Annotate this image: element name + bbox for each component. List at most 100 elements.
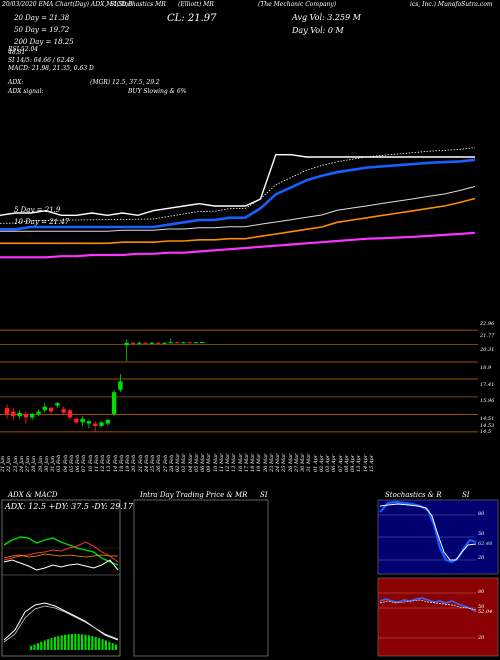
date-tick: 31 Mar — [306, 453, 313, 472]
date-tick: 04 Mar — [187, 453, 194, 472]
stoch-tick: 50 — [478, 531, 485, 537]
date-tick: 13 Feb — [106, 454, 113, 472]
date-tick: 03 Mar — [181, 453, 188, 472]
macd-line — [3, 602, 119, 641]
ema10-line — [0, 147, 476, 224]
candle-body — [80, 418, 85, 423]
rsi-label: RSI 52.04 — [8, 46, 39, 53]
candle-body — [137, 342, 142, 344]
avg-vol-label: Avg Vol: 3.259 M — [292, 13, 361, 22]
close48-label: 48.81 — [8, 49, 26, 56]
rsi-tick: 20 — [478, 635, 485, 641]
candle-body — [111, 392, 117, 414]
macd-hist-bar — [47, 639, 50, 650]
macd-hist-bar — [30, 646, 33, 650]
candle-body — [99, 422, 104, 426]
date-tick: 24 Jan — [18, 455, 25, 472]
band-line — [0, 186, 476, 232]
stoch-tick: 20 — [478, 555, 485, 561]
date-tick: 14 Feb — [112, 454, 119, 472]
rsi-tick: 80 — [478, 589, 485, 595]
macd-hist-bar — [50, 638, 53, 650]
macd-hist-bar — [36, 643, 39, 650]
adx-plus-di-line — [3, 536, 119, 566]
candle-body — [124, 342, 129, 346]
candle-body — [200, 342, 205, 344]
date-tick: 27 Feb — [162, 454, 169, 472]
adx-panel-frame — [1, 499, 121, 657]
date-tick: 01 Apr — [312, 454, 319, 472]
candle-body — [11, 411, 16, 417]
date-tick: 02 Apr — [318, 454, 325, 472]
macd-hist-bar — [67, 634, 70, 650]
close-label: CL: 21.97 — [167, 13, 217, 24]
header-symbol: (Elliott) MR — [178, 1, 214, 8]
ema50-label: 50 Day = 19.72 — [14, 26, 70, 34]
date-tick: 10 Feb — [87, 454, 94, 472]
macd-hist-bar — [115, 644, 118, 650]
date-tick: 11 Mar — [218, 453, 225, 472]
adx-panel-values: ADX: 12.5 +DY: 37.5 -DY: 29.17 — [5, 502, 134, 511]
stoch-panel-si: SI — [462, 491, 470, 499]
ema-line-2 — [0, 197, 476, 245]
macd-hist-bar — [77, 634, 80, 650]
date-tick: 19 Mar — [256, 453, 263, 472]
date-tick: 07 Apr — [337, 454, 344, 472]
candle-body — [93, 423, 98, 426]
intra-panel-frame — [133, 499, 269, 657]
price-tick: 15.96 — [480, 398, 495, 404]
candle-body — [168, 342, 173, 344]
date-tick: 04 Feb — [62, 454, 69, 472]
adx-minus-di-line — [3, 541, 119, 563]
candle-body — [55, 403, 60, 406]
date-tick: 28 Jan — [31, 455, 38, 472]
adx-label: ADX: — [8, 79, 24, 86]
date-tick: 05 Feb — [68, 454, 75, 472]
header-top-left: 20/03/2020 EMA Chart(Day) ADX,MACD,B — [2, 1, 133, 8]
date-tick: 09 Mar — [206, 453, 213, 472]
ema5-label: 5 Day = 21.9 — [14, 206, 61, 214]
candle-body — [193, 342, 199, 344]
date-tick: 03 Feb — [56, 454, 63, 472]
header-top-mid: SI,Stochastics MR — [110, 1, 166, 8]
candle-body — [67, 410, 73, 418]
header-source: ics, Inc.) MunafaSutra.com — [410, 1, 493, 8]
rsi-panel-bg — [377, 577, 499, 657]
rsi-line — [379, 597, 477, 613]
candle-body — [30, 413, 35, 418]
candle-body — [4, 407, 10, 414]
day-vol-label: Day Vol: 0 M — [292, 26, 344, 35]
macd-hist-bar — [40, 641, 43, 650]
candle-body — [187, 342, 192, 344]
date-tick: 17 Mar — [243, 453, 250, 472]
price-tick: 20.31 — [480, 347, 495, 353]
date-tick: 13 Mar — [231, 453, 238, 472]
macd-hist-bar — [64, 634, 67, 650]
date-tick: 23 Mar — [268, 453, 275, 472]
si-label: SI 14/5: 64.66 / 62.48 — [8, 57, 74, 64]
date-tick: 29 Jan — [37, 455, 44, 472]
macd-hist-bar — [98, 638, 101, 650]
candle-body — [105, 419, 110, 424]
candle-body — [17, 412, 22, 417]
adx-signal-value: BUY Slowing & 6% — [128, 88, 187, 95]
stoch-panel-title: Stochastics & R — [385, 491, 442, 499]
ema10-label: 10 Day = 21.47 — [14, 218, 70, 226]
date-tick: 30 Jan — [43, 455, 50, 472]
rsi-signal-line — [379, 599, 477, 611]
candle-body — [143, 342, 148, 344]
candle-body — [181, 342, 186, 344]
stoch-tick: 80 — [478, 511, 485, 517]
ema-line-3 — [0, 231, 476, 259]
adx-value: (MGR) 12.5, 37.5, 29.2 — [90, 79, 160, 86]
candle-body — [23, 413, 29, 418]
rsi-tick: 50 — [478, 604, 485, 610]
macd-hist-bar — [104, 640, 107, 650]
date-tick: 25 Mar — [281, 453, 288, 472]
date-tick: 15 Apr — [368, 454, 375, 472]
macd-hist-bar — [94, 637, 97, 650]
adx-signal-label: ADX signal: — [8, 88, 44, 95]
macd-hist-bar — [57, 636, 60, 650]
date-tick: 20 Feb — [131, 454, 138, 472]
ema200-label: 200 Day = 18.25 — [14, 38, 74, 46]
